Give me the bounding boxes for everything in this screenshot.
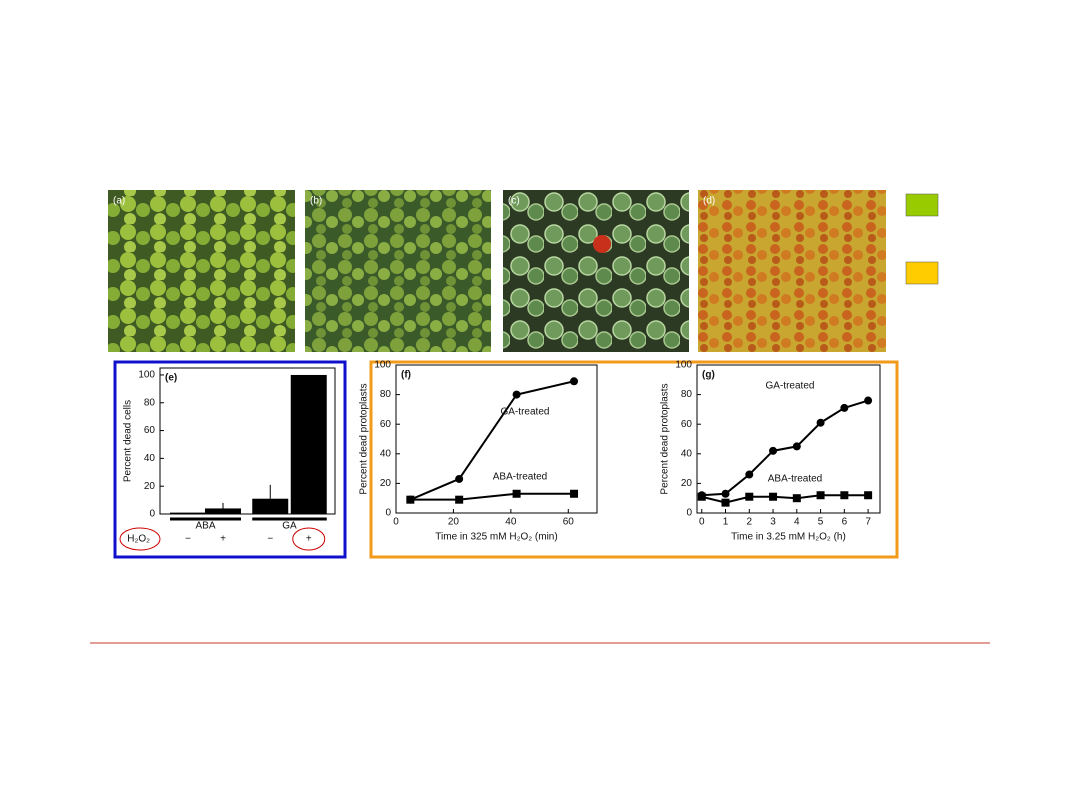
x-tick-label: 20 (448, 517, 460, 528)
bar (290, 374, 327, 514)
y-tick-label: 80 (144, 397, 156, 408)
y-axis-label: Percent dead protoplasts (359, 383, 370, 494)
y-tick-label: 60 (144, 425, 156, 436)
point (745, 492, 754, 501)
point (792, 442, 801, 451)
point (864, 396, 873, 405)
micrograph (698, 190, 886, 352)
micrograph (305, 190, 491, 352)
point (769, 492, 778, 501)
y-axis-label: Percent dead protoplasts (660, 383, 671, 494)
y-tick-label: 60 (380, 419, 392, 430)
y-tick-label: 0 (149, 509, 155, 520)
point (864, 491, 873, 500)
plot-frame (696, 364, 881, 514)
series-line (701, 399, 869, 497)
x-tick-label: + (306, 534, 312, 545)
y-tick-label: 20 (681, 478, 693, 489)
y-tick-label: 100 (138, 370, 155, 381)
micrograph-label: (b) (310, 196, 322, 207)
point (570, 377, 579, 386)
x-tick-label: 1 (723, 517, 729, 528)
y-tick-label: 0 (686, 508, 692, 519)
micrographs: (a) (b) (c) (d) (108, 190, 886, 352)
plot-frame (395, 364, 598, 514)
y-tick-label: 60 (681, 419, 693, 430)
highlight-box (113, 360, 347, 559)
x-tick-label: 0 (699, 517, 705, 528)
point (512, 489, 521, 498)
micrograph (503, 190, 689, 352)
point (721, 489, 730, 498)
micrograph (108, 190, 295, 352)
x-tick-label: 60 (563, 517, 575, 528)
series-label: ABA-treated (768, 474, 822, 485)
point (769, 446, 778, 455)
point (570, 489, 579, 498)
x-tick-label: 3 (770, 517, 776, 528)
panel-label: (f) (401, 370, 411, 381)
x-tick-label: 6 (842, 517, 848, 528)
x-tick-label: − (267, 534, 273, 545)
x-tick-label: 5 (818, 517, 824, 528)
series-line (409, 380, 575, 501)
micrograph-label: (d) (703, 196, 715, 207)
bar (205, 508, 241, 514)
point (697, 492, 706, 501)
group-label: ABA (195, 521, 215, 532)
highlight-ring (292, 527, 326, 551)
y-tick-label: 20 (144, 481, 156, 492)
panel-label: (g) (702, 370, 715, 381)
x-tick-label: 0 (393, 517, 399, 528)
plot-frame (159, 367, 336, 515)
x-axis-label: Time in 3.25 mM H₂O₂ (h) (731, 532, 846, 543)
x-tick-label: 7 (865, 517, 871, 528)
x-tick-label: 40 (505, 517, 517, 528)
point (816, 418, 825, 427)
y-tick-label: 40 (380, 448, 392, 459)
micrograph-label: (c) (508, 196, 520, 207)
x-axis-label: Time in 325 mM H₂O₂ (min) (435, 532, 557, 543)
point (512, 390, 521, 399)
bar (252, 498, 289, 514)
y-tick-label: 40 (144, 453, 156, 464)
color-key (905, 261, 939, 285)
x-tick-label: − (185, 534, 191, 545)
panel-label: (e) (165, 373, 177, 384)
x-tick-label: 2 (747, 517, 753, 528)
color-key (905, 193, 939, 217)
x-tick-label: 4 (794, 517, 800, 528)
highlight-ring (119, 527, 161, 551)
point (455, 474, 464, 483)
point (721, 498, 730, 507)
point (792, 494, 801, 503)
x-tick-label: + (220, 534, 226, 545)
bar (170, 512, 206, 514)
y-tick-label: 100 (374, 360, 391, 371)
highlight-box (369, 360, 899, 559)
micrograph-label: (a) (113, 196, 125, 207)
y-tick-label: 80 (380, 389, 392, 400)
red-cell (593, 235, 611, 253)
y-tick-label: 100 (675, 360, 692, 371)
series-label: GA-treated (766, 381, 815, 392)
y-tick-label: 80 (681, 389, 693, 400)
point (406, 495, 415, 504)
point (455, 495, 464, 504)
series-label: ABA-treated (493, 472, 547, 483)
y-axis-label: Percent dead cells (123, 400, 134, 482)
series-label: GA-treated (501, 407, 550, 418)
y-tick-label: 0 (385, 508, 391, 519)
point (816, 491, 825, 500)
group-label: GA (282, 521, 297, 532)
point (840, 491, 849, 500)
point (745, 470, 754, 479)
row-label: H₂O₂ (127, 534, 150, 545)
point (840, 403, 849, 412)
y-tick-label: 20 (380, 478, 392, 489)
y-tick-label: 40 (681, 448, 693, 459)
series-line (410, 492, 575, 501)
